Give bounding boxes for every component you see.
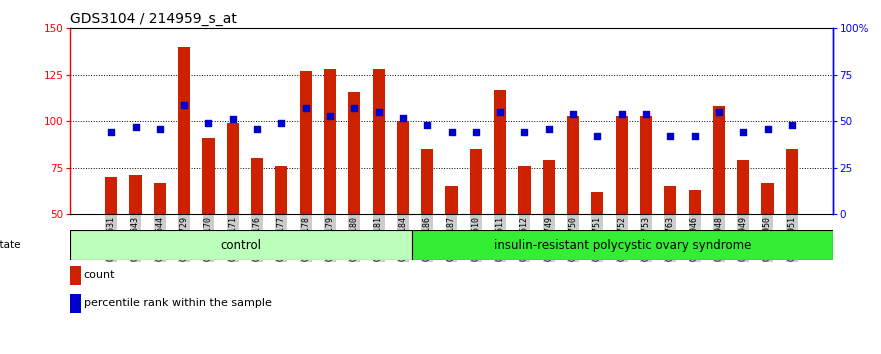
Point (615, 111, 629, 116)
Text: count: count (84, 270, 115, 280)
Bar (567, 116, 579, 214)
Bar (70, 230, 412, 260)
Bar (154, 183, 166, 214)
Text: disease state: disease state (0, 240, 20, 250)
Point (177, 102, 191, 107)
Bar (713, 106, 725, 214)
Bar (446, 186, 457, 214)
Point (737, 130, 751, 135)
Point (274, 120, 288, 126)
Bar (543, 160, 555, 214)
Text: insulin-resistant polycystic ovary syndrome: insulin-resistant polycystic ovary syndr… (493, 239, 751, 252)
Point (639, 111, 653, 116)
Point (226, 116, 240, 122)
Bar (373, 69, 385, 214)
Point (347, 105, 361, 111)
Point (542, 126, 556, 131)
Bar (412, 230, 833, 260)
Point (299, 105, 313, 111)
Bar (203, 138, 214, 214)
Bar (251, 159, 263, 214)
Text: percentile rank within the sample: percentile rank within the sample (84, 298, 271, 308)
Point (396, 115, 410, 120)
Bar (300, 71, 312, 214)
Bar (275, 166, 287, 214)
Point (493, 109, 507, 115)
Bar (494, 90, 507, 214)
Bar (518, 166, 530, 214)
Point (590, 133, 604, 139)
Point (663, 133, 677, 139)
Bar (421, 149, 433, 214)
Point (152, 126, 167, 131)
Point (372, 109, 386, 115)
Bar (470, 149, 482, 214)
Bar (761, 183, 774, 214)
Point (469, 130, 483, 135)
Bar (105, 177, 117, 214)
Bar (786, 149, 798, 214)
Point (250, 126, 264, 131)
Point (785, 122, 799, 128)
Bar (640, 116, 652, 214)
Bar (178, 47, 190, 214)
Point (566, 111, 580, 116)
Point (517, 130, 531, 135)
Point (323, 113, 337, 119)
Point (687, 133, 701, 139)
Bar (689, 190, 700, 214)
Point (760, 126, 774, 131)
Bar (664, 186, 677, 214)
Bar (591, 192, 603, 214)
Point (104, 130, 118, 135)
Bar (324, 69, 336, 214)
Point (129, 124, 143, 130)
Point (202, 120, 216, 126)
Text: GDS3104 / 214959_s_at: GDS3104 / 214959_s_at (70, 12, 237, 27)
Point (420, 122, 434, 128)
Point (712, 109, 726, 115)
Text: control: control (221, 239, 262, 252)
Bar (396, 121, 409, 214)
Bar (226, 123, 239, 214)
Bar (348, 92, 360, 214)
Point (444, 130, 458, 135)
Bar (737, 160, 749, 214)
Bar (616, 116, 628, 214)
Bar (130, 175, 142, 214)
